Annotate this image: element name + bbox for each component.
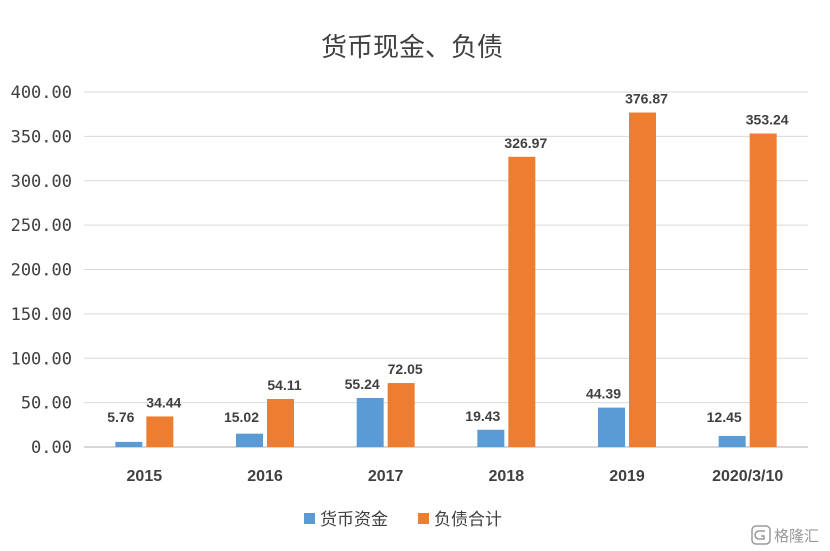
data-label: 55.24 (345, 376, 380, 392)
data-label: 54.11 (267, 377, 301, 393)
legend-swatch-series-2 (418, 513, 429, 524)
y-tick-label: 350.00 (11, 127, 72, 147)
x-tick-label: 2018 (489, 468, 525, 485)
y-tick-label: 0.00 (31, 438, 72, 458)
y-tick-label: 200.00 (11, 261, 72, 281)
y-tick-label: 300.00 (11, 172, 72, 192)
data-label: 19.43 (465, 408, 500, 424)
legend-label-series-2: 负债合计 (434, 510, 502, 530)
chart-title: 货币现金、负债 (321, 33, 503, 63)
bar-series-2 (629, 112, 656, 447)
bar-series-2 (508, 156, 536, 447)
data-label: 72.05 (388, 361, 423, 377)
x-tick-label: 2017 (368, 468, 404, 485)
x-axis-ticks: 2015 2016 2017 2018 2019 2020/3/10 (127, 468, 784, 485)
legend-swatch-series-1 (304, 513, 315, 524)
data-label: 376.87 (625, 91, 668, 107)
legend-label-series-1: 货币资金 (320, 510, 388, 530)
y-tick-label: 50.00 (21, 394, 72, 414)
bar-series-2 (267, 398, 294, 447)
bars (115, 112, 777, 447)
data-label: 34.44 (146, 394, 181, 410)
x-tick-label: 2016 (247, 468, 283, 485)
data-label: 15.02 (224, 409, 259, 425)
bar-series-1 (236, 433, 263, 447)
legend: 货币资金 负债合计 (304, 510, 502, 530)
bar-series-2 (146, 416, 174, 447)
y-tick-label: 250.00 (11, 216, 72, 236)
watermark-text: 格隆汇 (774, 527, 819, 545)
data-labels: 5.76 34.44 15.02 54.11 55.24 72.05 19.43 326.97… (107, 91, 789, 425)
x-tick-label: 2015 (127, 468, 163, 485)
x-tick-label: 2019 (609, 468, 645, 485)
bar-series-1 (598, 407, 625, 447)
data-label: 12.45 (707, 409, 742, 425)
bar-series-1 (356, 397, 384, 447)
y-tick-label: 400.00 (11, 83, 72, 103)
data-label: 44.39 (586, 386, 621, 402)
x-tick-label: 2020/3/10 (712, 468, 783, 485)
bar-series-1 (477, 429, 505, 447)
bar-series-2 (749, 133, 777, 447)
g-logo-icon (751, 525, 771, 545)
bar-series-1 (115, 441, 143, 447)
y-tick-label: 100.00 (11, 349, 72, 369)
data-label: 326.97 (504, 135, 547, 151)
bar-series-2 (387, 383, 415, 447)
bar-series-1 (718, 435, 746, 447)
y-axis-ticks: 0.00 50.00 100.00 150.00 200.00 250.00 300.00 3… (11, 83, 72, 458)
gridlines (84, 91, 808, 448)
data-label: 5.76 (107, 409, 134, 425)
y-tick-label: 150.00 (11, 305, 72, 325)
watermark: 格隆汇 (751, 525, 819, 545)
data-label: 353.24 (746, 111, 789, 127)
